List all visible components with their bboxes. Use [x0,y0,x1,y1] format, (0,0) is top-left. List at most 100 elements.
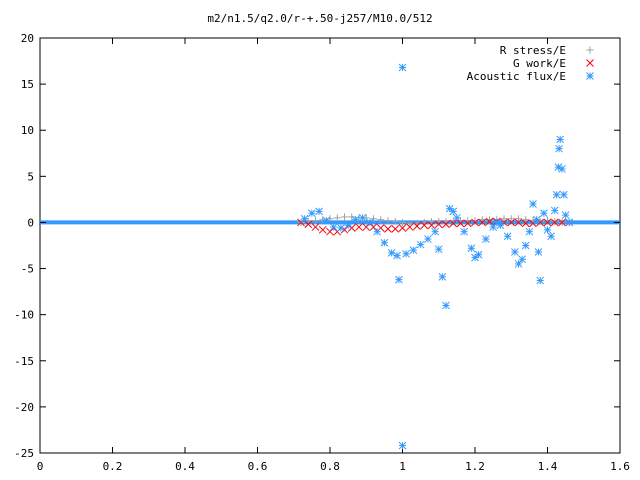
data-point [559,190,568,199]
data-point [453,213,461,222]
data-point [384,217,392,225]
data-point [514,218,523,227]
legend-label: R stress/E [500,44,566,57]
data-point [405,223,414,231]
x-tick-label: 1.2 [465,460,485,473]
series-2 [300,63,574,450]
legend-marker [586,72,594,80]
data-point [442,301,450,310]
data-point [308,209,316,218]
data-point [409,246,418,254]
data-point [312,217,319,225]
data-point [518,255,526,264]
data-point [348,213,356,221]
legend-marker [586,46,594,54]
y-tick-label: 15 [21,78,34,91]
y-tick-label: 0 [27,216,34,229]
x-tick-label: 0.2 [103,460,123,473]
data-point [558,165,566,173]
chart-title: m2/n1.5/q2.0/r-+.50-j257/M10.0/512 [207,12,432,25]
data-point [503,232,512,241]
x-tick-label: 0.8 [320,460,340,473]
data-point [551,218,559,226]
data-point [424,235,432,243]
legend-label: Acoustic flux/E [467,70,566,83]
y-tick-label: -15 [14,355,34,368]
data-point [471,218,479,227]
y-tick-label: -20 [14,401,34,414]
data-point [514,260,523,268]
data-point [333,214,341,222]
data-point [341,213,348,221]
legend-marker [586,59,594,67]
data-point [536,276,545,285]
data-point [456,219,465,228]
data-point [311,223,320,231]
data-point [521,241,530,250]
data-point [369,223,378,231]
y-tick-label: 10 [21,124,34,137]
data-point [398,441,407,450]
data-point [427,221,436,230]
data-point [449,207,458,216]
data-point [377,216,385,224]
data-point [431,227,439,236]
data-point [511,248,519,256]
data-point [366,218,374,227]
data-point [300,214,309,223]
y-tick-label: -10 [14,309,34,322]
data-point [565,218,574,227]
legend-label: G work/E [513,57,566,70]
data-point [550,206,559,215]
data-point [467,244,476,253]
data-point [413,222,421,230]
data-point [532,215,541,224]
y-tick-label: -5 [21,263,34,276]
data-point [555,144,563,153]
data-point [540,209,548,218]
data-point [315,207,323,216]
data-point [547,232,555,241]
data-point [351,215,360,224]
data-point [393,251,401,260]
data-point [406,219,414,227]
data-point [329,223,338,231]
data-point [395,275,403,284]
axis-ticks: 0 0.2 0.4 0.6 0.8 1 1.2 1.4 1.6 20 15 10 5 0 -5 -10 -15 -… [14,32,630,473]
data-point [534,248,543,256]
data-point [558,218,566,227]
data-point [485,217,494,226]
plot-series [297,63,574,450]
data-point [460,227,468,236]
data-point [362,223,371,231]
data-point [529,200,537,208]
data-point [438,273,447,281]
data-point [474,250,483,259]
data-point [471,253,479,262]
data-point [318,225,327,234]
data-point [482,235,490,243]
data-point [496,221,505,230]
data-point [344,221,352,230]
data-point [561,211,570,219]
data-point [556,135,565,144]
y-tick-label: -25 [14,447,34,460]
data-point [384,225,392,233]
data-point [398,63,407,72]
data-point [522,216,530,224]
data-point [402,249,410,258]
data-point [543,225,552,234]
data-point [507,215,515,223]
y-tick-label: 5 [27,170,34,183]
data-point [326,227,334,236]
data-point [507,218,516,227]
data-point [398,224,407,232]
data-point [370,215,377,223]
data-point [463,219,472,228]
data-point [322,216,331,225]
x-tick-label: 1 [399,460,406,473]
y-tick-label: 20 [21,32,34,45]
